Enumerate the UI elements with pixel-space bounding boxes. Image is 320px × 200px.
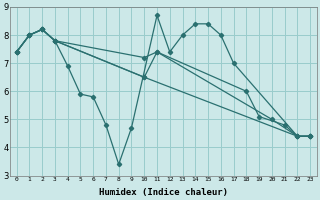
X-axis label: Humidex (Indice chaleur): Humidex (Indice chaleur) (99, 188, 228, 197)
